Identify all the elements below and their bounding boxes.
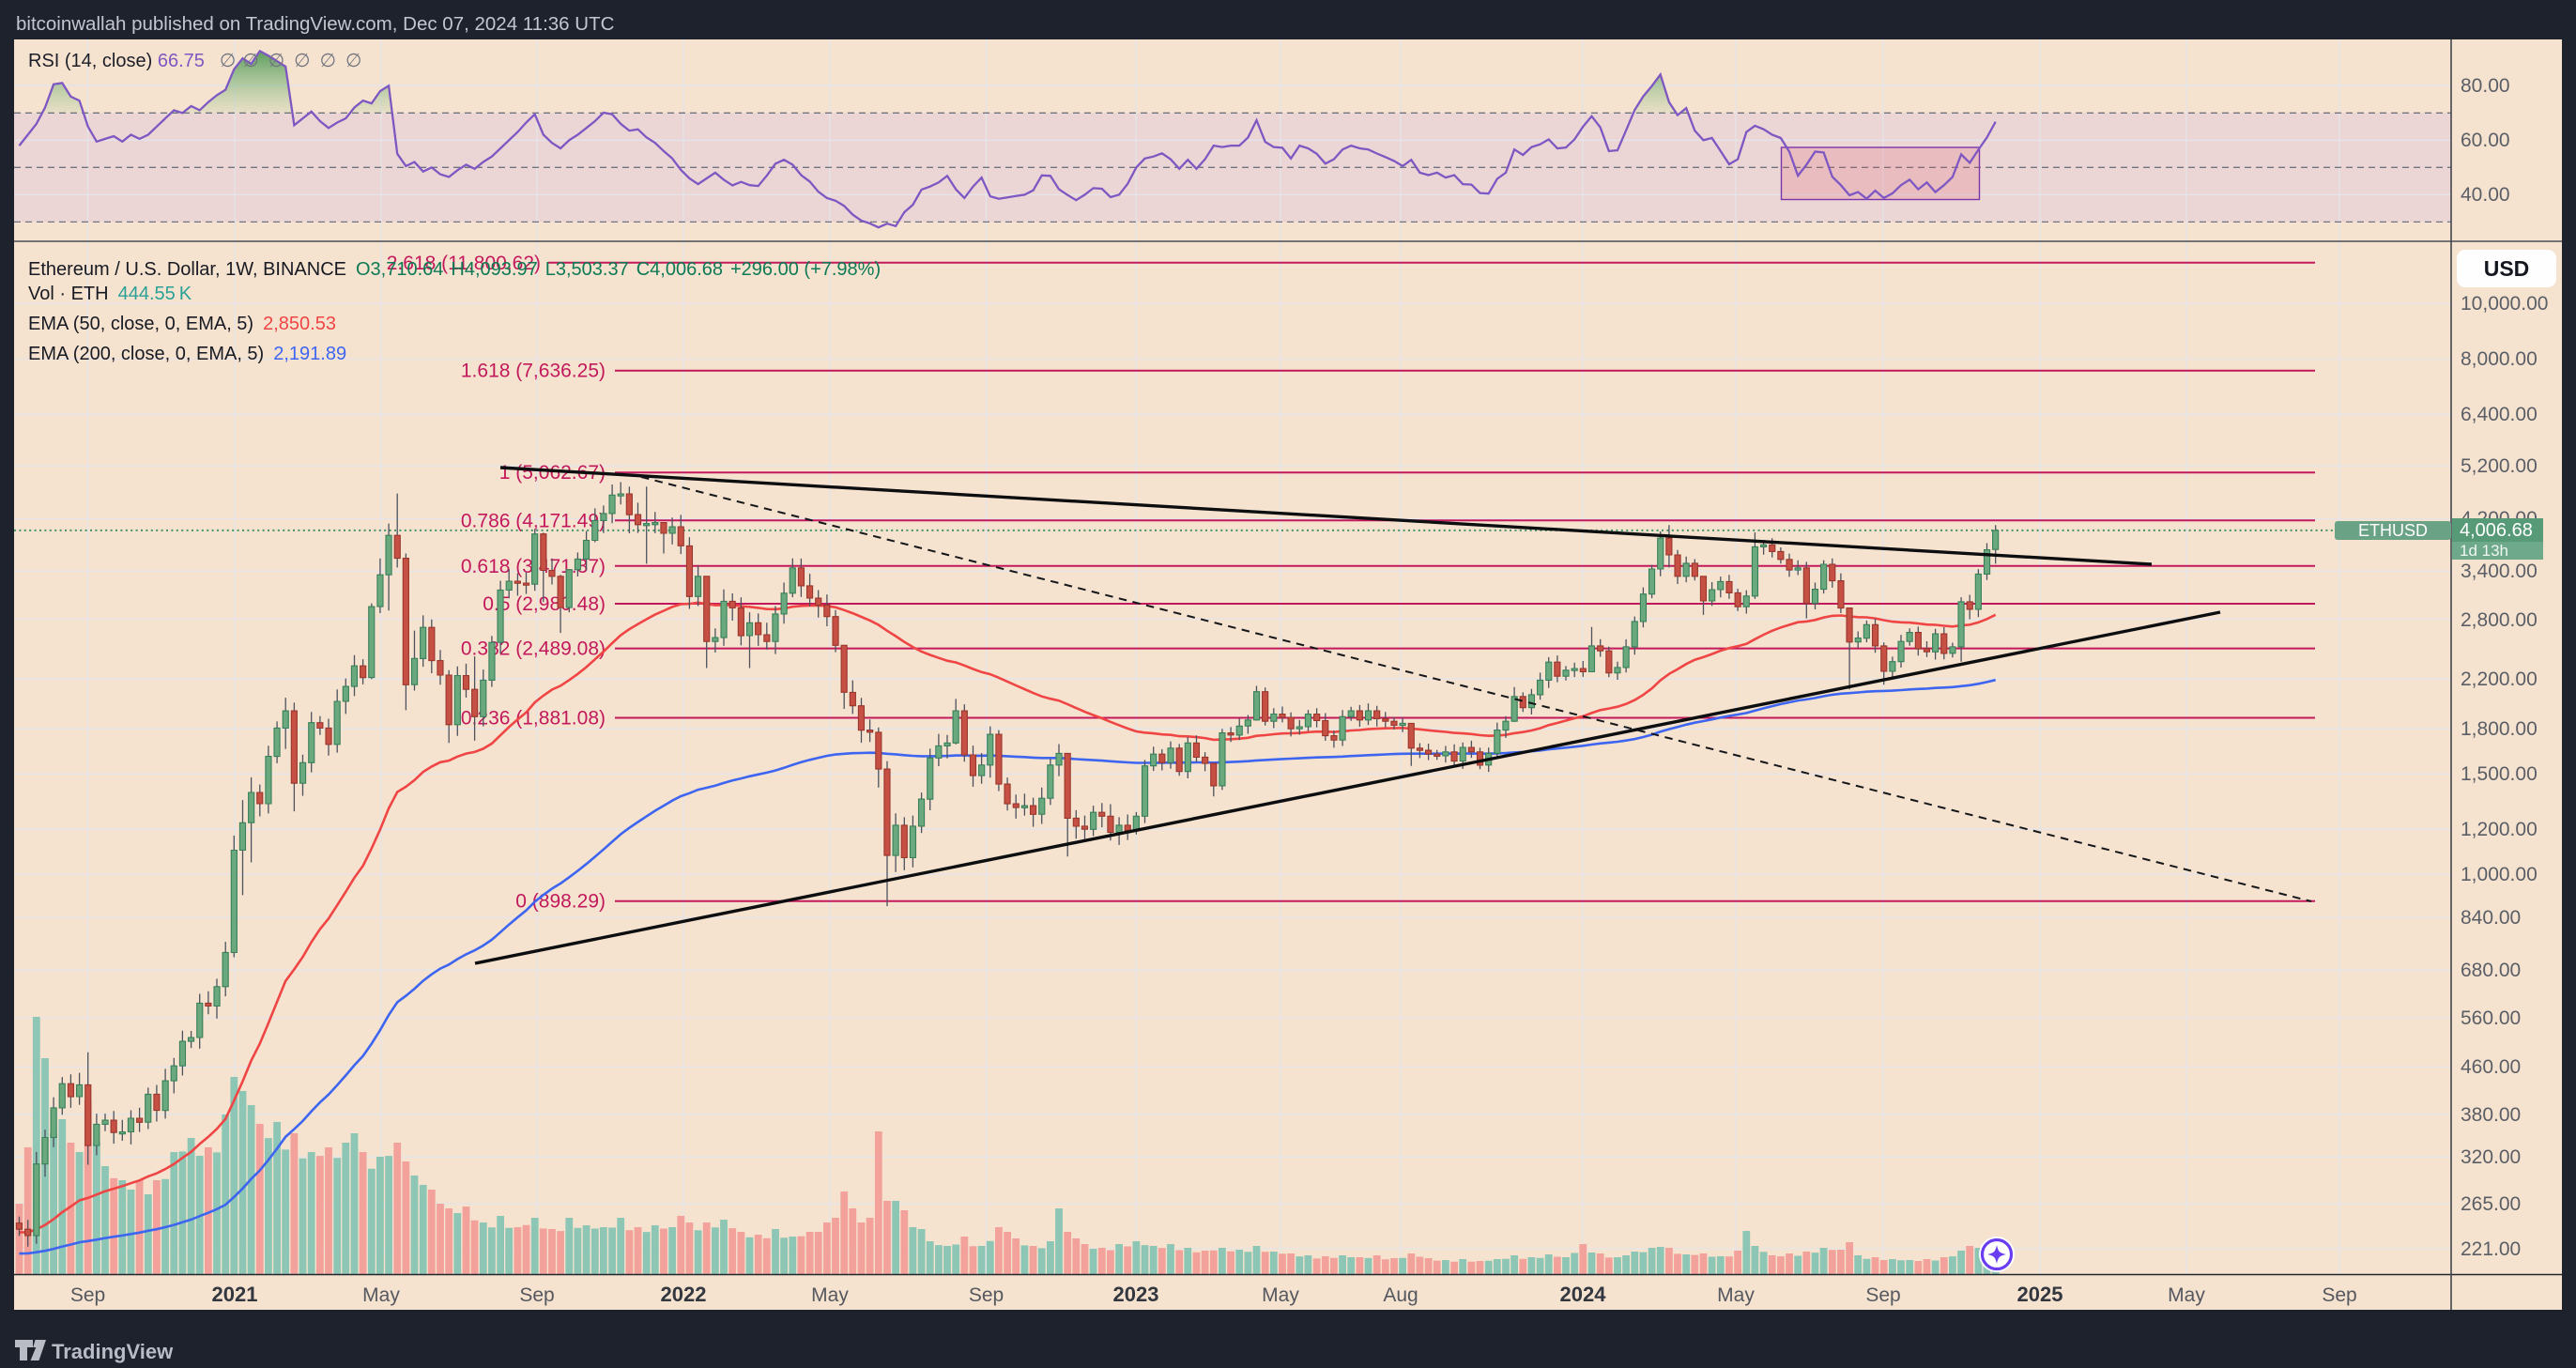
svg-text:0.382 (2,489.08): 0.382 (2,489.08) (461, 638, 606, 660)
svg-text:8,000.00: 8,000.00 (2461, 348, 2538, 370)
svg-text:1,800.00: 1,800.00 (2461, 718, 2538, 740)
svg-text:60.00: 60.00 (2461, 130, 2510, 151)
svg-text:680.00: 680.00 (2461, 960, 2521, 981)
svg-text:TradingView: TradingView (52, 1340, 174, 1363)
svg-text:USD: USD (2484, 256, 2530, 281)
svg-text:2025: 2025 (2017, 1283, 2063, 1306)
svg-text:bitcoinwallah published on Tra: bitcoinwallah published on TradingView.c… (16, 13, 615, 35)
svg-text:221.00: 221.00 (2461, 1238, 2521, 1260)
svg-text:2022: 2022 (661, 1283, 707, 1306)
svg-text:460.00: 460.00 (2461, 1056, 2521, 1078)
svg-text:Sep: Sep (969, 1284, 1004, 1306)
svg-text:Sep: Sep (1865, 1284, 1900, 1306)
svg-text:0.786 (4,171.49): 0.786 (4,171.49) (461, 510, 606, 531)
svg-text:1.618 (7,636.25): 1.618 (7,636.25) (461, 361, 606, 382)
svg-text:5,200.00: 5,200.00 (2461, 455, 2538, 477)
svg-text:6,400.00: 6,400.00 (2461, 404, 2538, 425)
svg-text:2023: 2023 (1113, 1283, 1159, 1306)
svg-text:0 (898.29): 0 (898.29) (515, 891, 606, 913)
svg-text:2,800.00: 2,800.00 (2461, 609, 2538, 631)
svg-text:2,200.00: 2,200.00 (2461, 669, 2538, 690)
svg-text:EMA (200, close, 0, EMA, 5)2,1: EMA (200, close, 0, EMA, 5) 2,191.89 (28, 344, 346, 364)
svg-text:0.236 (1,881.08): 0.236 (1,881.08) (461, 708, 606, 730)
svg-text:Ethereum / U.S. Dollar, 1W, BI: Ethereum / U.S. Dollar, 1W, BINANCE O3,71… (28, 259, 881, 280)
svg-text:380.00: 380.00 (2461, 1104, 2521, 1126)
svg-text:1,000.00: 1,000.00 (2461, 864, 2538, 885)
svg-text:1d 13h: 1d 13h (2460, 542, 2508, 560)
svg-text:40.00: 40.00 (2461, 184, 2510, 206)
svg-text:80.00: 80.00 (2461, 75, 2510, 97)
svg-text:RSI (14, close) 66.75∅∅∅∅∅∅: RSI (14, close) 66.75 ∅ ∅ ∅ ∅ ∅ ∅ (28, 51, 361, 71)
svg-text:320.00: 320.00 (2461, 1146, 2521, 1168)
svg-text:May: May (1262, 1284, 1299, 1306)
svg-text:Sep: Sep (519, 1284, 554, 1306)
svg-text:ETHUSD: ETHUSD (2358, 521, 2428, 540)
svg-text:2024: 2024 (1560, 1283, 1607, 1306)
svg-text:1,200.00: 1,200.00 (2461, 819, 2538, 840)
svg-text:May: May (811, 1284, 849, 1306)
svg-text:Aug: Aug (1383, 1284, 1418, 1306)
svg-text:265.00: 265.00 (2461, 1193, 2521, 1215)
svg-text:3,400.00: 3,400.00 (2461, 561, 2538, 582)
svg-text:840.00: 840.00 (2461, 907, 2521, 929)
svg-text:4,006.68: 4,006.68 (2460, 520, 2533, 541)
svg-text:2021: 2021 (212, 1283, 258, 1306)
svg-text:0.5 (2,980.48): 0.5 (2,980.48) (483, 593, 606, 615)
svg-text:May: May (362, 1284, 400, 1306)
svg-text:Sep: Sep (2322, 1284, 2356, 1306)
svg-text:May: May (2168, 1284, 2205, 1306)
svg-text:1,500.00: 1,500.00 (2461, 763, 2538, 785)
svg-text:2.618 (11,800.62): 2.618 (11,800.62) (387, 253, 541, 274)
svg-text:Sep: Sep (70, 1284, 105, 1306)
svg-text:May: May (1717, 1284, 1755, 1306)
svg-text:10,000.00: 10,000.00 (2461, 293, 2548, 315)
svg-text:560.00: 560.00 (2461, 1007, 2521, 1029)
svg-text:EMA (50, close, 0, EMA, 5)2,85: EMA (50, close, 0, EMA, 5) 2,850.53 (28, 314, 336, 334)
